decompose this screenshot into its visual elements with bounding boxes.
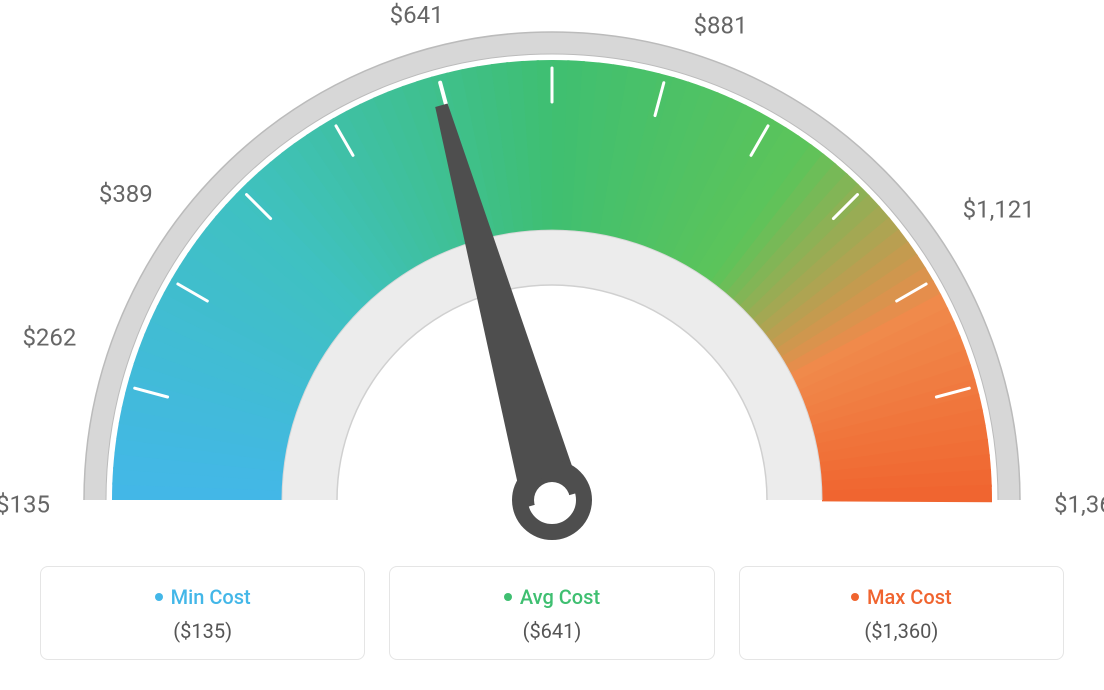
- legend-max-value: ($1,360): [752, 619, 1051, 643]
- legend-max-card: Max Cost ($1,360): [739, 566, 1064, 660]
- svg-text:$1,121: $1,121: [963, 196, 1035, 224]
- svg-text:$1,360: $1,360: [1054, 490, 1104, 518]
- legend-min-value: ($135): [53, 619, 352, 643]
- cost-gauge-container: $135 $262 $389 $641 $881 $1,121 $1,360 Min Cos…: [0, 0, 1104, 690]
- legend-min-dot: [155, 593, 163, 601]
- svg-text:$389: $389: [99, 180, 153, 208]
- legend-row: Min Cost ($135) Avg Cost ($641) Max Cost…: [40, 566, 1064, 660]
- svg-text:$262: $262: [22, 324, 76, 352]
- gauge-chart: $135 $262 $389 $641 $881 $1,121 $1,360: [0, 0, 1104, 560]
- legend-avg-dot: [504, 593, 512, 601]
- legend-min-label: Min Cost: [171, 585, 251, 609]
- svg-text:$135: $135: [0, 490, 50, 518]
- legend-max-label: Max Cost: [867, 585, 952, 609]
- legend-min-card: Min Cost ($135): [40, 566, 365, 660]
- legend-min-title: Min Cost: [155, 585, 251, 609]
- legend-avg-label: Avg Cost: [520, 585, 600, 609]
- legend-avg-value: ($641): [402, 619, 701, 643]
- legend-avg-title: Avg Cost: [504, 585, 600, 609]
- svg-text:$641: $641: [390, 1, 444, 29]
- legend-max-title: Max Cost: [851, 585, 952, 609]
- legend-max-dot: [851, 593, 859, 601]
- svg-text:$881: $881: [694, 11, 748, 39]
- legend-avg-card: Avg Cost ($641): [389, 566, 714, 660]
